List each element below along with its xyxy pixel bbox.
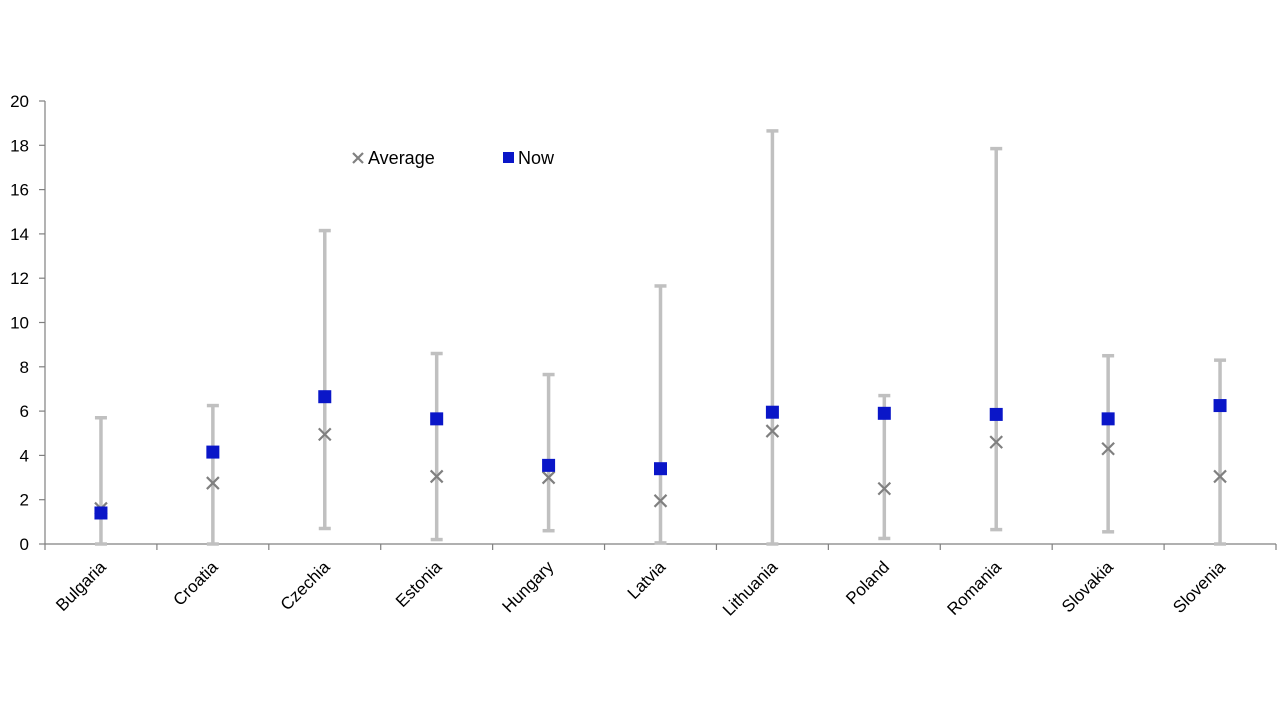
legend-average-label: Average (368, 148, 435, 168)
y-tick-label: 20 (10, 92, 29, 111)
category-label: Czechia (277, 557, 334, 614)
now-point (989, 407, 1003, 421)
category-label: Bulgaria (52, 557, 110, 615)
average-point (989, 435, 1004, 449)
average-point (877, 481, 892, 496)
average-point (541, 470, 556, 485)
y-tick-label: 16 (10, 181, 29, 200)
category-label: Slovenia (1169, 557, 1229, 617)
range-whisker (94, 415, 107, 546)
now-point (318, 390, 332, 404)
y-tick-label: 0 (20, 535, 29, 554)
average-point (1213, 469, 1227, 484)
y-tick-label: 2 (20, 491, 29, 510)
y-tick-label: 8 (20, 358, 29, 377)
legend-now-square-icon (503, 152, 514, 163)
average-point (765, 424, 780, 438)
y-tick-label: 18 (10, 136, 29, 155)
legend-average-x-icon (352, 152, 364, 164)
markers (94, 390, 1227, 520)
now-point (94, 506, 108, 520)
range-whisker (430, 351, 443, 542)
axes: 0 2 4 6 8 10 12 14 16 18 20 Bulgaria Croatia Czechia E… (10, 92, 1277, 620)
category-label: Poland (842, 557, 893, 608)
y-tick-label: 14 (10, 225, 29, 244)
legend: Average Now (352, 148, 555, 168)
average-point (653, 494, 668, 508)
category-label: Latvia (624, 557, 670, 603)
now-point (206, 445, 220, 459)
y-tick-label: 6 (20, 402, 29, 421)
now-point (765, 405, 779, 419)
range-bars (94, 129, 1227, 546)
range-whisker (1214, 358, 1227, 546)
category-label: Hungary (499, 557, 558, 616)
average-point (1101, 441, 1115, 456)
average-point (206, 476, 220, 490)
now-point (1101, 412, 1115, 426)
y-tick-label: 12 (10, 269, 29, 288)
range-whisker (766, 129, 779, 546)
legend-now-label: Now (518, 148, 555, 168)
legend-item-average: Average (352, 148, 435, 168)
now-point (430, 412, 444, 426)
now-point (1213, 399, 1227, 413)
average-point (429, 469, 444, 484)
range-whisker (1102, 353, 1115, 534)
category-label: Slovakia (1058, 557, 1117, 616)
range-whisker (990, 146, 1003, 532)
category-label: Estonia (392, 557, 446, 611)
range-whisker (542, 372, 555, 533)
category-label: Romania (944, 557, 1006, 619)
category-label: Lithuania (719, 557, 782, 620)
category-label: Croatia (169, 557, 222, 610)
now-point (654, 462, 667, 476)
range-whisker (206, 403, 219, 546)
now-point (877, 406, 891, 420)
average-point (317, 427, 332, 442)
y-tick-label: 10 (10, 314, 29, 333)
now-point (542, 458, 556, 472)
range-whisker (318, 228, 331, 531)
y-tick-label: 4 (20, 446, 29, 465)
legend-item-now: Now (503, 148, 555, 168)
